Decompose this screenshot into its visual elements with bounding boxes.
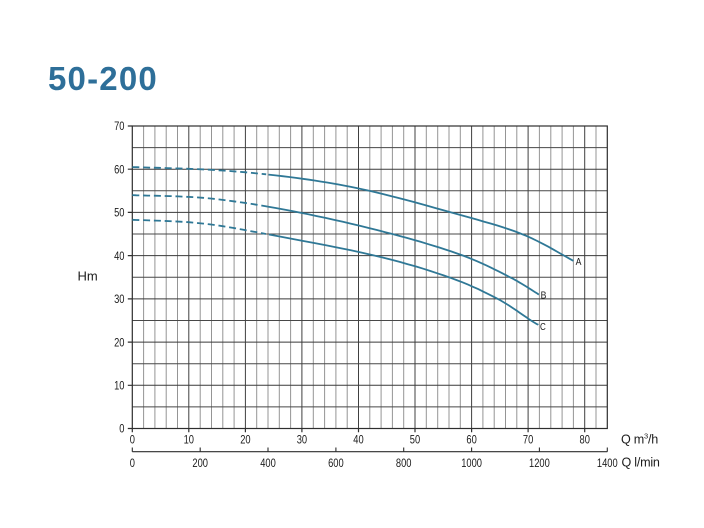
svg-text:600: 600 — [328, 456, 344, 470]
svg-text:40: 40 — [114, 249, 125, 263]
svg-text:50: 50 — [410, 433, 421, 447]
svg-text:30: 30 — [114, 292, 125, 306]
svg-text:800: 800 — [396, 456, 412, 470]
svg-text:30: 30 — [297, 433, 308, 447]
svg-text:1000: 1000 — [461, 456, 482, 470]
svg-text:50: 50 — [114, 206, 125, 220]
svg-text:0: 0 — [119, 422, 124, 436]
svg-text:10: 10 — [184, 433, 195, 447]
svg-text:C: C — [540, 321, 546, 333]
svg-text:Q l/min: Q l/min — [622, 456, 660, 470]
svg-text:1200: 1200 — [529, 456, 550, 470]
svg-text:B: B — [541, 290, 547, 302]
svg-text:40: 40 — [353, 433, 364, 447]
svg-text:70: 70 — [523, 433, 534, 447]
svg-text:Q m3/h: Q m3/h — [621, 431, 658, 446]
svg-text:0: 0 — [130, 433, 135, 447]
svg-text:10: 10 — [114, 379, 125, 393]
svg-text:70: 70 — [114, 119, 125, 133]
svg-text:20: 20 — [240, 433, 251, 447]
svg-text:20: 20 — [114, 335, 125, 349]
svg-text:A: A — [576, 256, 582, 268]
svg-text:60: 60 — [114, 162, 125, 176]
svg-text:1400: 1400 — [597, 456, 618, 470]
svg-text:200: 200 — [192, 456, 208, 470]
svg-text:60: 60 — [466, 433, 477, 447]
svg-text:0: 0 — [130, 456, 135, 470]
svg-text:Hm: Hm — [78, 269, 98, 284]
svg-text:400: 400 — [260, 456, 276, 470]
svg-text:80: 80 — [580, 433, 591, 447]
